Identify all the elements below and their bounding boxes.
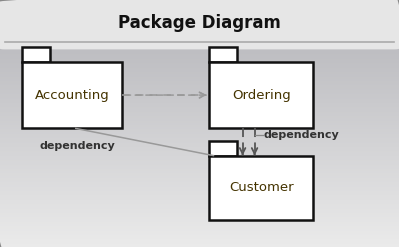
Text: Package Diagram: Package Diagram: [118, 15, 281, 32]
Polygon shape: [22, 62, 122, 128]
Text: Accounting: Accounting: [34, 89, 109, 102]
Text: Ordering: Ordering: [232, 89, 291, 102]
FancyBboxPatch shape: [0, 0, 399, 49]
Text: Customer: Customer: [229, 181, 294, 194]
Bar: [5, 27, 394, 42]
Polygon shape: [209, 156, 313, 220]
Text: dependency: dependency: [263, 130, 339, 140]
Polygon shape: [22, 47, 50, 62]
Polygon shape: [209, 141, 237, 156]
Text: dependency: dependency: [40, 141, 116, 151]
Polygon shape: [209, 62, 313, 128]
Polygon shape: [209, 47, 237, 62]
